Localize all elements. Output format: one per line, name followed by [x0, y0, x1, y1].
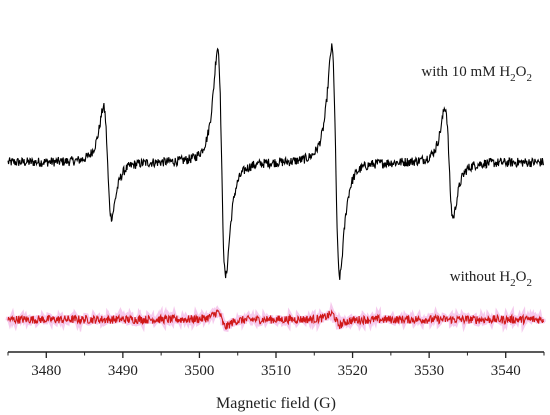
x-tick-label: 3520 — [338, 363, 368, 379]
plot-area — [5, 43, 546, 334]
x-tick-label: 3540 — [491, 363, 521, 379]
series-label-with-h2o2: with 10 mM H2O2 — [421, 64, 532, 84]
x-tick-label: 3490 — [108, 363, 138, 379]
series-line-with-h2o2 — [7, 43, 545, 280]
x-tick-label: 3480 — [31, 363, 61, 379]
series-label-without-h2o2: without H2O2 — [450, 269, 532, 289]
x-axis-title: Magnetic field (G) — [216, 395, 336, 412]
x-tick-label: 3500 — [184, 363, 214, 379]
x-tick-label: 3510 — [261, 363, 291, 379]
series-line-without-h2o2 — [7, 309, 545, 330]
x-axis-ticks: 3480 3490 3500 3510 3520 3530 3540 — [7, 352, 545, 379]
x-tick-label: 3530 — [414, 363, 444, 379]
